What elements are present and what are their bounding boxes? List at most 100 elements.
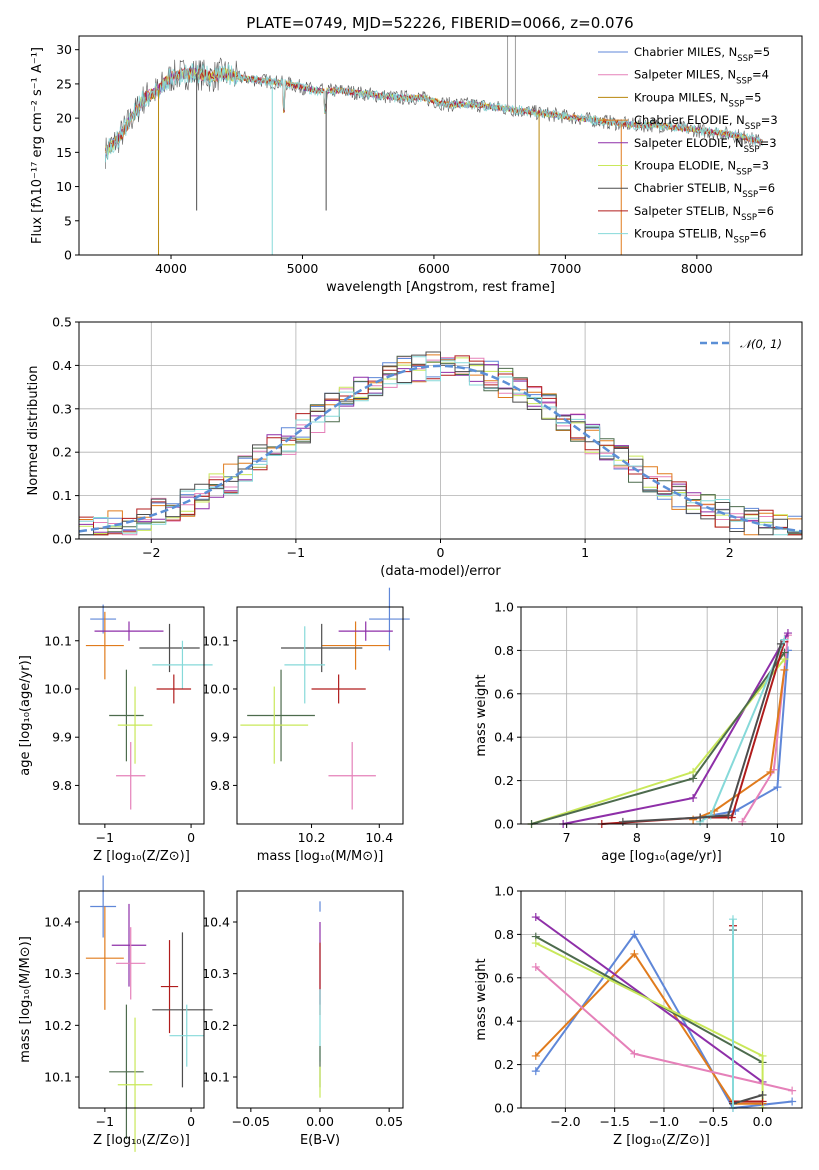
error-point [116, 742, 146, 810]
y-tick-label: 10.1 [44, 633, 72, 648]
error-point [169, 1004, 204, 1067]
error-point [284, 626, 326, 704]
error-point [160, 940, 179, 1034]
data-marker [531, 939, 540, 948]
data-marker [788, 1086, 797, 1095]
y-tick-label: 0.2 [494, 773, 514, 788]
y-tick-label: 10.0 [44, 681, 72, 696]
y-tick-label: 10 [56, 179, 72, 194]
x-tick-label: 1 [581, 545, 589, 560]
y-tick-label: 0.8 [494, 643, 514, 658]
x-tick-label: −2.0 [550, 1114, 580, 1129]
data-marker [788, 1097, 797, 1106]
y-tick-label: 0.4 [52, 358, 72, 373]
x-tick-label: 5000 [287, 261, 319, 276]
legend-label: Kroupa ELODIE, NSSP=3 [634, 159, 769, 178]
mass-weight-vs-age-panel: 7 8 9 10 0.0 0.2 0.4 0.6 0.8 1.0 age [log₁₀(age/yr… [474, 600, 803, 864]
spectrum-panel: 4000 5000 6000 7000 8000 0 5 10 15 20 25 30 waveleng… [30, 14, 803, 295]
x-tick-label: 0 [187, 830, 195, 845]
error-point [338, 621, 393, 641]
x-tick-label: −1.0 [649, 1114, 679, 1129]
error-point [152, 640, 213, 689]
legend-label: Chabrier ELODIE, NSSP=3 [634, 113, 778, 132]
y-tick-label: 30 [56, 42, 72, 57]
axes-frame [78, 890, 205, 1109]
legend: Chabrier MILES, NSSP=5 Salpeter MILES, NS… [598, 45, 778, 246]
histogram-steps [79, 351, 802, 536]
y-axis-label: Flux [fλ10⁻¹⁷ erg cm⁻² s⁻¹ A⁻¹] [30, 47, 45, 244]
axes-frame [78, 35, 803, 256]
legend-label: Chabrier STELIB, NSSP=6 [634, 181, 775, 200]
y-tick-label: 0.6 [494, 970, 514, 985]
data-marker [630, 1049, 639, 1058]
data-marker [630, 949, 639, 958]
residuals-panel: −2 −1 0 1 2 0.0 0.1 0.2 0.3 0.4 0.5 (data-model)/er… [26, 315, 803, 579]
y-tick-label: 10.1 [202, 633, 230, 648]
chart-title: PLATE=0749, MJD=52226, FIBERID=0066, z=0… [246, 14, 633, 32]
y-tick-label: 10.1 [44, 1070, 72, 1085]
error-point [85, 906, 124, 1010]
x-tick-label: 8 [633, 830, 641, 845]
y-axis-label: mass [log₁₀(M/M⊙)] [18, 936, 33, 1063]
y-tick-label: 9.9 [52, 730, 72, 745]
y-tick-label: 0.0 [494, 817, 514, 832]
series-line [699, 639, 786, 823]
y-tick-label: 9.8 [210, 778, 230, 793]
error-point [111, 903, 147, 987]
y-tick-label: 0.6 [494, 686, 514, 701]
y-tick-label: 0.2 [52, 445, 72, 460]
data-marker [776, 639, 785, 648]
y-tick-label: 0.0 [52, 532, 72, 547]
error-point [152, 932, 213, 1088]
data-marker [630, 930, 639, 939]
x-tick-label: −1 [96, 830, 114, 845]
y-tick-label: 0.8 [494, 927, 514, 942]
y-tick-label: 0.4 [494, 1014, 514, 1029]
x-axis-label: Z [log₁₀(Z/Z⊙)] [93, 1133, 190, 1148]
error-point [117, 686, 153, 764]
error-point [90, 604, 117, 634]
x-tick-label: 10.4 [365, 830, 393, 845]
error-point [90, 875, 117, 938]
y-tick-label: 0 [64, 248, 72, 263]
series-line [105, 57, 763, 169]
x-tick-label: 2 [726, 545, 734, 560]
mass-vs-Z-panel: −1 0 10.1 10.2 10.3 10.4 Z [log₁₀(Z/Z⊙)] mass [… [18, 875, 213, 1152]
data-marker [780, 665, 789, 674]
series-line [531, 652, 786, 825]
series-line [622, 643, 782, 823]
error-point [281, 623, 363, 673]
error-point [328, 742, 376, 810]
y-tick-label: 10.3 [44, 966, 72, 981]
y-tick-label: 9.8 [52, 778, 72, 793]
error-point [321, 621, 390, 670]
x-tick-label: −0.05 [232, 1114, 270, 1129]
data-marker [706, 811, 715, 820]
y-tick-label: 9.9 [210, 730, 230, 745]
error-point [311, 674, 366, 704]
data-marker [724, 811, 733, 820]
x-axis-label: Z [log₁₀(Z/Z⊙)] [613, 1133, 710, 1148]
x-tick-label: 0 [437, 545, 445, 560]
mass-vs-ebv-panel: −0.05 0.00 0.05 10.1 10.2 10.3 10.4 E(B-V) [202, 890, 404, 1148]
x-tick-label: 0.0 [753, 1114, 773, 1129]
x-tick-label: 8000 [681, 261, 713, 276]
legend: 𝒩(0, 1) [700, 337, 782, 351]
legend-label: Salpeter ELODIE, NSSP=3 [634, 136, 777, 155]
series-line [104, 63, 763, 163]
axes-frame [236, 606, 404, 825]
x-axis-label: Z [log₁₀(Z/Z⊙)] [93, 849, 190, 864]
histogram-series [79, 351, 802, 536]
series-line [692, 669, 786, 821]
x-tick-label: −1 [96, 1114, 114, 1129]
data-marker [780, 635, 789, 644]
y-tick-label: 10.4 [202, 915, 230, 930]
error-point [109, 1004, 144, 1139]
y-axis-label: Normed distribution [26, 366, 41, 496]
y-axis-label: age [log₁₀(age/yr)] [18, 655, 33, 776]
y-tick-label: 10.2 [202, 1018, 230, 1033]
y-tick-label: 0.4 [494, 730, 514, 745]
data-marker [531, 962, 540, 971]
legend-label: Kroupa STELIB, NSSP=6 [634, 227, 766, 246]
y-tick-label: 5 [64, 213, 72, 228]
